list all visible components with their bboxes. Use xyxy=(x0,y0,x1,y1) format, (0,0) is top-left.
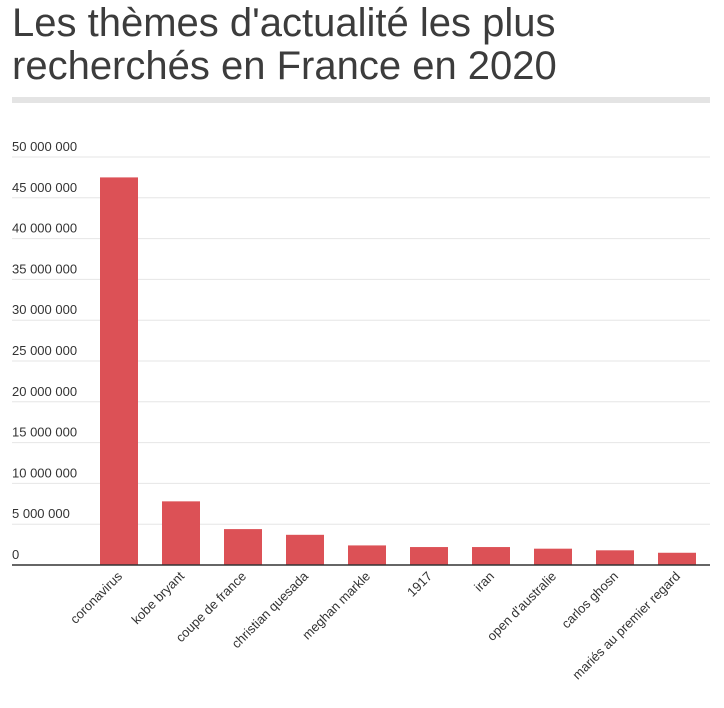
x-category-label: kobe bryant xyxy=(128,568,187,627)
y-tick-label: 35 000 000 xyxy=(12,261,77,276)
bar-coronavirus xyxy=(100,177,138,565)
bar-carlos-ghosn xyxy=(596,550,634,565)
bar-christian-quesada xyxy=(286,534,324,565)
y-tick-label: 20 000 000 xyxy=(12,384,77,399)
bar-open-d-australie xyxy=(534,548,572,565)
y-axis-ticks: 0 5 000 000 10 000 000 15 000 000 20 000 000… xyxy=(12,139,77,562)
page-title: Les thèmes d'actualité les plus recherch… xyxy=(12,1,557,88)
y-tick-label: 45 000 000 xyxy=(12,180,77,195)
y-tick-label: 25 000 000 xyxy=(12,343,77,358)
y-tick-label: 5 000 000 xyxy=(12,506,70,521)
x-category-label: carlos ghosn xyxy=(558,569,621,632)
bar-meghan-markle xyxy=(348,545,386,565)
bar-coupe-de-france xyxy=(224,529,262,565)
y-tick-label: 40 000 000 xyxy=(12,221,77,236)
y-tick-label: 50 000 000 xyxy=(12,139,77,154)
x-category-label: iran xyxy=(471,569,497,595)
title-divider xyxy=(12,97,710,103)
x-category-label: 1917 xyxy=(404,569,435,600)
bars xyxy=(100,177,696,565)
x-category-label: mariés au premier regard xyxy=(569,569,683,683)
y-tick-label: 30 000 000 xyxy=(12,302,77,317)
y-tick-label: 10 000 000 xyxy=(12,465,77,480)
bar-iran xyxy=(472,547,510,565)
bar-1917 xyxy=(410,547,448,565)
bar-mari-s-au-premier-regard xyxy=(658,552,696,565)
x-category-label: coronavirus xyxy=(67,568,125,626)
y-tick-label: 15 000 000 xyxy=(12,425,77,440)
y-tick-label: 0 xyxy=(12,547,19,562)
bar-kobe-bryant xyxy=(162,501,200,565)
